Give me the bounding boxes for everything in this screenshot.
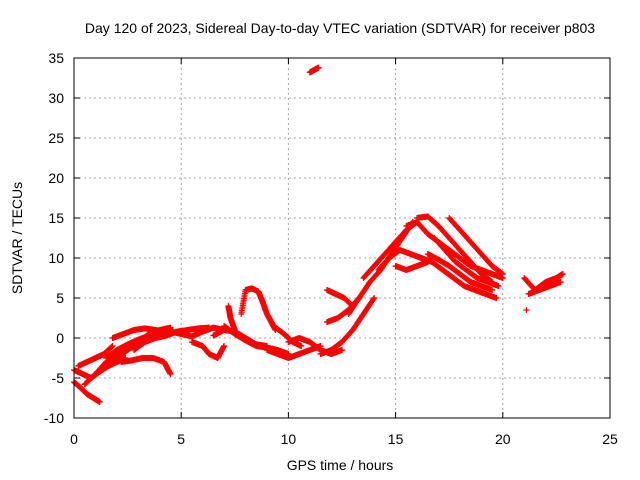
x-tick-label: 0: [70, 431, 78, 447]
data-point-track-30: [489, 287, 496, 293]
y-tick-label: 30: [48, 90, 64, 106]
x-axis-ticks: 0 5 10 15 20 25: [70, 58, 618, 447]
data-point-track-29: [495, 283, 502, 289]
data-point-track-20: [370, 296, 377, 303]
data-point-track-34: [557, 279, 564, 285]
data-point-track-03: [109, 343, 116, 349]
y-axis-ticks: -10 -5 0 5 10 15 20 25 30 35: [44, 50, 610, 426]
data-point-track-32: [499, 271, 506, 277]
data-point-track-33: [559, 271, 566, 277]
x-tick-label: 15: [388, 431, 404, 447]
y-tick-label: 15: [48, 210, 64, 226]
y-tick-label: 10: [48, 250, 64, 266]
y-tick-label: 5: [56, 290, 64, 306]
data-point-track-18: [339, 347, 345, 353]
data-point-track-31: [493, 295, 500, 301]
y-tick-label: 20: [48, 170, 64, 186]
y-tick-label: 25: [48, 130, 64, 146]
y-tick-label: 0: [56, 330, 64, 346]
y-tick-label: -10: [44, 410, 64, 426]
y-tick-label: 35: [48, 50, 64, 66]
grid-lines: [74, 58, 610, 418]
y-axis-label: SDTVAR / TECUs: [9, 182, 25, 294]
data-point-track-17: [298, 343, 305, 349]
x-tick-label: 25: [602, 431, 618, 447]
plot-frame: [73, 57, 611, 419]
data-point-track-19: [315, 64, 322, 71]
data-point-track-35: [523, 307, 530, 313]
y-tick-label: -5: [52, 370, 65, 386]
data-point-track-20: [371, 295, 378, 301]
x-tick-label: 20: [495, 431, 511, 447]
data-point-track-14: [231, 327, 238, 333]
x-tick-label: 5: [177, 431, 185, 447]
data-points: [71, 64, 566, 405]
x-tick-label: 10: [281, 431, 297, 447]
chart-title: Day 120 of 2023, Sidereal Day-to-day VTE…: [85, 20, 595, 36]
data-point-track-11: [221, 343, 228, 349]
x-axis-label: GPS time / hours: [287, 457, 394, 473]
data-point-track-01: [96, 399, 103, 405]
data-point-track-08: [167, 371, 174, 377]
